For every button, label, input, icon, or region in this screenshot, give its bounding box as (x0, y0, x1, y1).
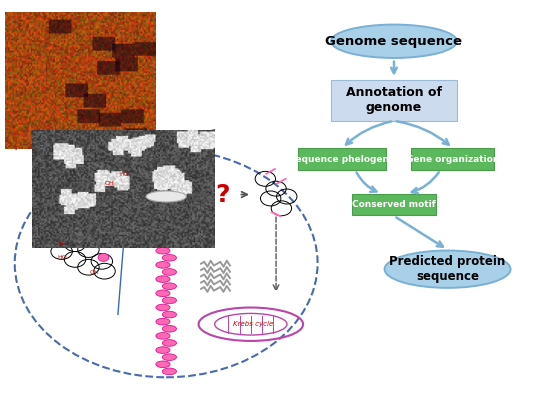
Text: OH: OH (90, 270, 100, 275)
Text: ?: ? (215, 182, 230, 207)
Ellipse shape (156, 205, 170, 211)
Ellipse shape (162, 184, 176, 190)
Text: OH: OH (57, 242, 67, 247)
Ellipse shape (156, 290, 170, 297)
Ellipse shape (162, 340, 176, 346)
Ellipse shape (162, 169, 176, 176)
Ellipse shape (162, 226, 176, 233)
Text: Annotation of
genome: Annotation of genome (346, 86, 442, 114)
Text: Krebs cycle: Krebs cycle (233, 321, 274, 327)
Ellipse shape (156, 248, 170, 254)
Ellipse shape (162, 354, 176, 360)
Ellipse shape (156, 276, 170, 283)
Ellipse shape (162, 311, 176, 318)
Ellipse shape (156, 332, 170, 339)
Ellipse shape (162, 368, 176, 375)
Ellipse shape (162, 240, 176, 247)
FancyBboxPatch shape (298, 148, 386, 170)
Text: Genome sequence: Genome sequence (325, 35, 463, 48)
Ellipse shape (156, 318, 170, 325)
Ellipse shape (162, 283, 176, 290)
Text: HO: HO (119, 172, 129, 177)
Ellipse shape (162, 155, 176, 162)
Ellipse shape (156, 361, 170, 367)
Ellipse shape (162, 297, 176, 304)
Text: HO: HO (57, 255, 67, 261)
Ellipse shape (162, 198, 176, 204)
Ellipse shape (146, 191, 187, 202)
Ellipse shape (156, 162, 170, 169)
FancyBboxPatch shape (412, 148, 494, 170)
Text: Conserved motif: Conserved motif (352, 200, 436, 209)
FancyBboxPatch shape (352, 193, 435, 215)
Ellipse shape (156, 233, 170, 240)
Ellipse shape (384, 251, 510, 288)
Text: OH: OH (105, 182, 114, 187)
Ellipse shape (156, 219, 170, 226)
Ellipse shape (156, 176, 170, 183)
Text: Gene organization: Gene organization (406, 155, 500, 163)
Ellipse shape (162, 255, 176, 261)
Ellipse shape (331, 24, 457, 58)
Ellipse shape (156, 347, 170, 353)
Ellipse shape (162, 212, 176, 219)
Ellipse shape (156, 262, 170, 268)
Ellipse shape (162, 269, 176, 275)
FancyBboxPatch shape (331, 79, 457, 121)
Ellipse shape (156, 191, 170, 197)
Ellipse shape (162, 325, 176, 332)
Ellipse shape (156, 304, 170, 311)
Ellipse shape (156, 148, 170, 154)
Text: Predicted protein
sequence: Predicted protein sequence (390, 255, 505, 283)
Text: Sequence phelogeny: Sequence phelogeny (289, 155, 395, 163)
Circle shape (98, 253, 109, 261)
